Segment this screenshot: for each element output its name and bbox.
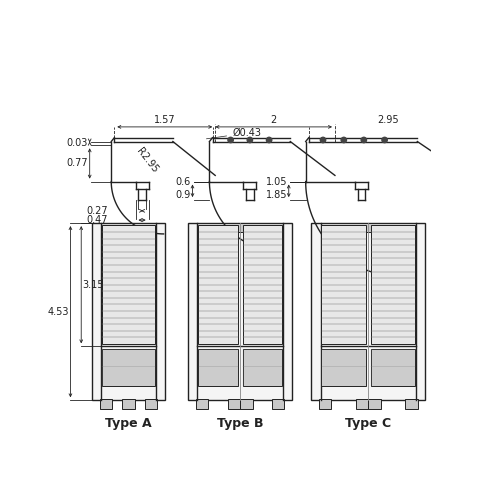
Text: Type A: Type A [105,417,152,430]
Bar [406,399,418,409]
Bar [242,226,282,344]
Bar [228,399,240,409]
Bar [371,348,415,386]
Circle shape [247,137,252,143]
Bar [102,348,155,386]
Bar [198,226,238,344]
Text: 2: 2 [271,115,277,125]
Circle shape [341,137,347,143]
Text: Type B: Type B [217,417,264,430]
Circle shape [266,137,272,143]
Text: 1.57: 1.57 [154,115,176,125]
Bar [101,223,156,232]
Bar [145,399,157,409]
Bar [319,399,332,409]
Bar [100,399,112,409]
Bar [312,223,425,400]
Text: Ø0.43: Ø0.43 [206,128,261,139]
Text: 1.85: 1.85 [266,190,287,200]
Text: 2.95: 2.95 [377,115,399,125]
Text: 0.03: 0.03 [67,138,88,148]
Text: 4.53: 4.53 [48,307,69,317]
Bar [322,226,366,344]
Text: 0.47: 0.47 [87,215,108,225]
Bar [371,226,415,344]
Bar [240,399,252,409]
Bar [197,223,283,232]
Bar [188,223,292,400]
Text: 0.9: 0.9 [176,190,191,200]
Bar [369,399,381,409]
Text: 3.15: 3.15 [83,280,104,290]
Bar [92,223,165,400]
Text: 0.6: 0.6 [176,177,191,187]
Bar [196,399,208,409]
Bar [356,399,369,409]
Circle shape [320,137,326,143]
Circle shape [228,137,233,143]
Text: 1.05: 1.05 [266,177,287,187]
Text: R2.95: R2.95 [134,146,160,174]
Bar [272,399,285,409]
Circle shape [361,137,367,143]
Bar [102,226,155,344]
Circle shape [382,137,387,143]
Bar [321,223,416,232]
Text: 0.27: 0.27 [86,206,108,216]
Text: Type C: Type C [346,417,392,430]
Bar [322,348,366,386]
Bar [198,348,238,386]
Text: 0.77: 0.77 [67,158,88,168]
Bar [122,399,135,409]
Bar [242,348,282,386]
